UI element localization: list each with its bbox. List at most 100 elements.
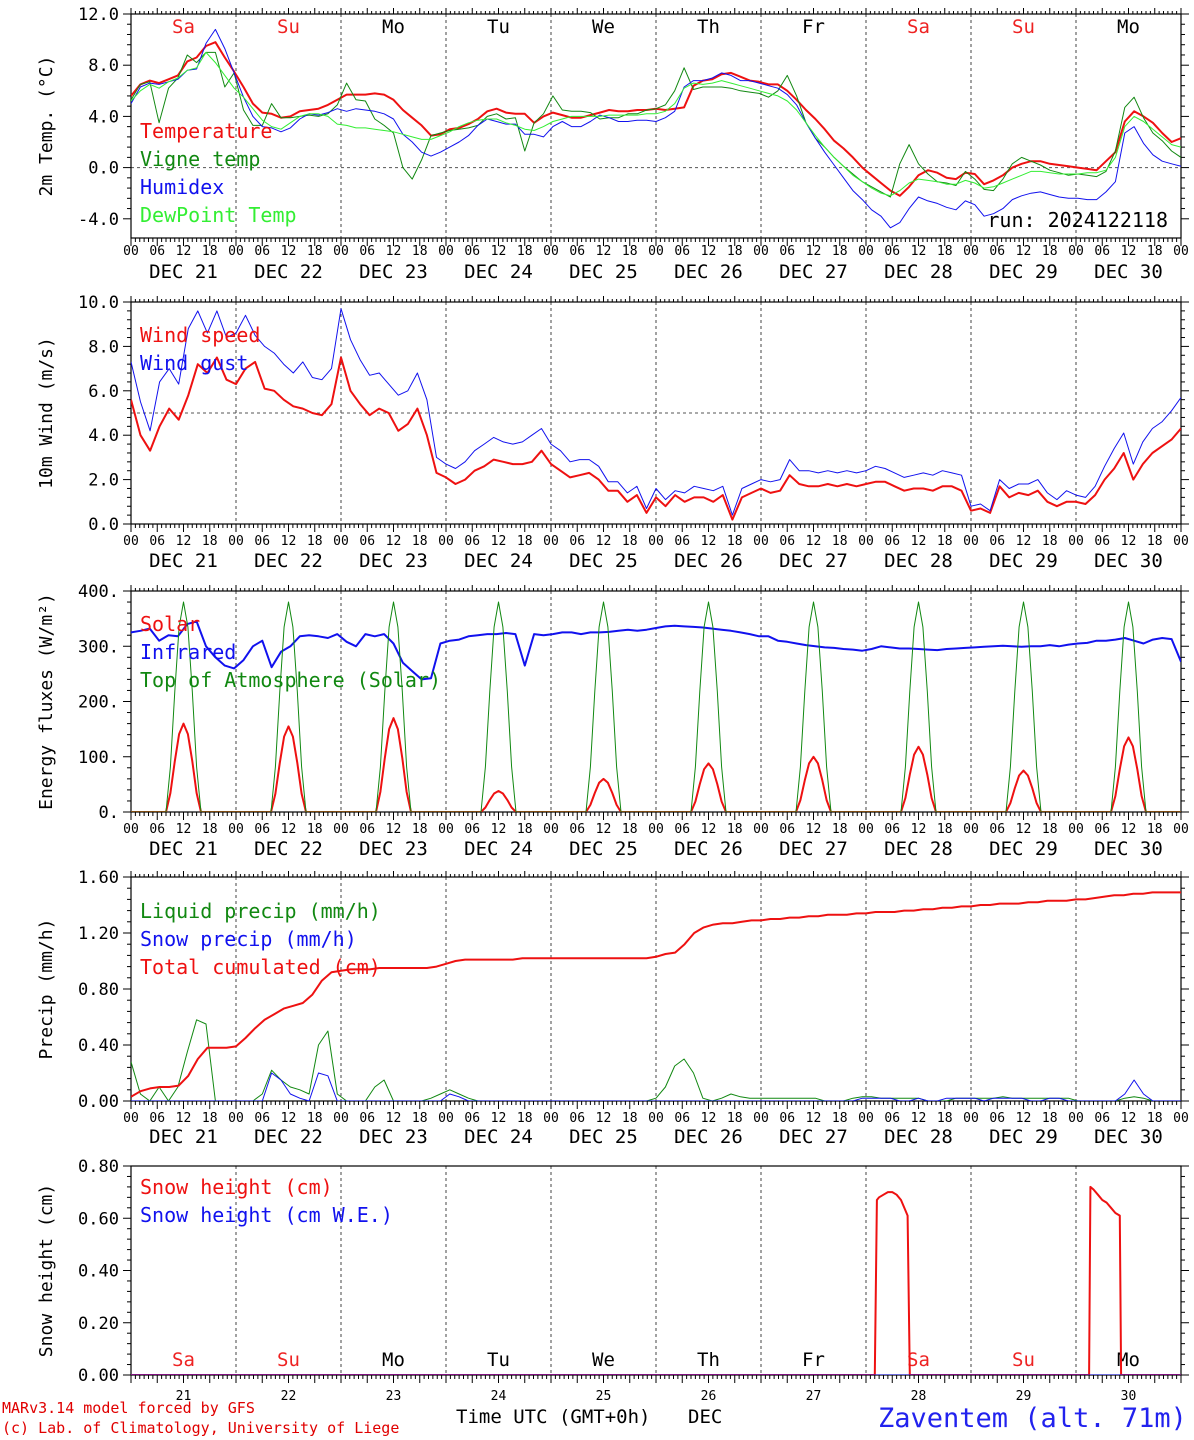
day-label: DEC 27 xyxy=(779,1126,848,1148)
hour-tick-label: 00 xyxy=(963,822,979,837)
y-tick-label: 0.0 xyxy=(88,515,119,535)
hour-tick-label: 00 xyxy=(648,244,664,259)
hour-tick-label: 18 xyxy=(412,244,428,259)
day-label: DEC 28 xyxy=(884,550,953,572)
day-label: DEC 28 xyxy=(884,1126,953,1148)
hour-tick-label: 12 xyxy=(176,822,192,837)
hour-tick-label: 06 xyxy=(359,534,375,549)
hour-tick-label: 00 xyxy=(228,244,244,259)
day-number: 23 xyxy=(386,1389,402,1404)
hour-tick-label: 06 xyxy=(149,534,165,549)
model-credit-line-2: (c) Lab. of Climatology, University of L… xyxy=(2,1419,399,1437)
hour-tick-label: 12 xyxy=(596,822,612,837)
day-label: DEC 30 xyxy=(1094,550,1163,572)
day-label: DEC 29 xyxy=(989,1126,1058,1148)
hour-tick-label: 18 xyxy=(202,244,218,259)
hour-tick-label: 12 xyxy=(911,1111,927,1126)
y-tick-label: 4.0 xyxy=(88,426,119,446)
day-number: 26 xyxy=(701,1389,717,1404)
hour-tick-label: 18 xyxy=(1147,822,1163,837)
weekday-label: Mo xyxy=(382,16,405,38)
day-label: DEC 25 xyxy=(569,261,638,283)
hour-tick-label: 12 xyxy=(1016,822,1032,837)
hour-tick-label: 00 xyxy=(228,1111,244,1126)
series-line-liquid-precip-mm-h- xyxy=(131,1019,1181,1101)
y-tick-label: 0.0 xyxy=(88,159,119,179)
hour-tick-label: 18 xyxy=(1147,1111,1163,1126)
hour-tick-label: 00 xyxy=(123,1111,139,1126)
hour-tick-label: 12 xyxy=(281,1111,297,1126)
legend-entry: Temperature xyxy=(140,119,272,143)
hour-tick-label: 12 xyxy=(176,244,192,259)
day-label: DEC 30 xyxy=(1094,838,1163,860)
hour-tick-label: 12 xyxy=(1121,822,1137,837)
hour-tick-label: 12 xyxy=(701,822,717,837)
series-group xyxy=(131,308,1181,521)
hour-tick-label: 00 xyxy=(648,1111,664,1126)
station-title: Zaventem (alt. 71m) xyxy=(878,1403,1187,1434)
hour-tick-label: 18 xyxy=(622,1111,638,1126)
y-tick-label: 0.00 xyxy=(78,1366,119,1386)
hour-tick-label: 06 xyxy=(254,822,270,837)
hour-tick-label: 06 xyxy=(989,1111,1005,1126)
hour-tick-label: 00 xyxy=(333,534,349,549)
hour-tick-label: 18 xyxy=(622,534,638,549)
legend-entry: Snow height (cm) xyxy=(140,1175,333,1199)
day-label: DEC 28 xyxy=(884,261,953,283)
hour-tick-label: 06 xyxy=(359,244,375,259)
hour-tick-label: 18 xyxy=(307,244,323,259)
hour-tick-label: 06 xyxy=(989,534,1005,549)
panel-4: 1.60 1.20 0.80 0.40 0.00 Precip (mm/h) 00 06 12 1… xyxy=(36,868,1189,1148)
y-tick-label: 6.0 xyxy=(88,382,119,402)
hour-tick-label: 12 xyxy=(596,244,612,259)
hour-tick-label: 18 xyxy=(307,534,323,549)
hour-tick-label: 12 xyxy=(176,534,192,549)
hour-tick-label: 12 xyxy=(491,534,507,549)
legend-entry: Wind gust xyxy=(140,351,248,375)
hour-tick-label: 00 xyxy=(963,534,979,549)
hour-tick-label: 00 xyxy=(228,822,244,837)
series-line-wind-gust xyxy=(131,308,1181,516)
hour-tick-label: 12 xyxy=(806,1111,822,1126)
hour-tick-label: 18 xyxy=(1042,244,1058,259)
x-axis-month: DEC xyxy=(688,1406,722,1428)
hour-tick-label: 06 xyxy=(1094,534,1110,549)
day-number: 24 xyxy=(491,1389,507,1404)
day-label: DEC 30 xyxy=(1094,1126,1163,1148)
hour-tick-label: 12 xyxy=(911,534,927,549)
y-tick-label: 0.60 xyxy=(78,1209,119,1229)
hour-tick-label: 06 xyxy=(464,1111,480,1126)
series-line-snow-height-cm- xyxy=(131,1185,1181,1375)
hour-tick-label: 18 xyxy=(202,822,218,837)
day-label: DEC 27 xyxy=(779,261,848,283)
hour-tick-label: 18 xyxy=(517,822,533,837)
legend-entry: Total cumulated (cm) xyxy=(140,955,381,979)
hour-tick-label: 00 xyxy=(858,534,874,549)
hour-tick-label: 00 xyxy=(543,822,559,837)
hour-tick-label: 18 xyxy=(202,534,218,549)
hour-tick-label: 06 xyxy=(674,244,690,259)
day-label: DEC 22 xyxy=(254,550,323,572)
hour-tick-label: 18 xyxy=(1042,534,1058,549)
series-group xyxy=(131,1185,1181,1375)
day-label: DEC 27 xyxy=(779,838,848,860)
hour-tick-label: 12 xyxy=(701,534,717,549)
weekday-label: Tu xyxy=(487,16,510,38)
y-axis-label: 10m Wind (m/s) xyxy=(36,337,57,489)
hour-tick-label: 00 xyxy=(858,822,874,837)
hour-tick-label: 12 xyxy=(1121,534,1137,549)
legend-entry: DewPoint Temp xyxy=(140,203,297,227)
hour-tick-label: 12 xyxy=(176,1111,192,1126)
day-label: DEC 25 xyxy=(569,1126,638,1148)
day-number: 28 xyxy=(911,1389,927,1404)
series-line-snow-precip-mm-h- xyxy=(131,1072,1181,1101)
y-axis-label: Precip (mm/h) xyxy=(36,919,57,1060)
day-number: 25 xyxy=(596,1389,612,1404)
y-tick-label: 0.80 xyxy=(78,1157,119,1177)
weekday-label: Sa xyxy=(172,1349,195,1371)
hour-tick-label: 00 xyxy=(1173,534,1189,549)
hour-tick-label: 00 xyxy=(543,244,559,259)
hour-tick-label: 12 xyxy=(491,244,507,259)
day-number: 27 xyxy=(806,1389,822,1404)
hour-tick-label: 00 xyxy=(648,534,664,549)
